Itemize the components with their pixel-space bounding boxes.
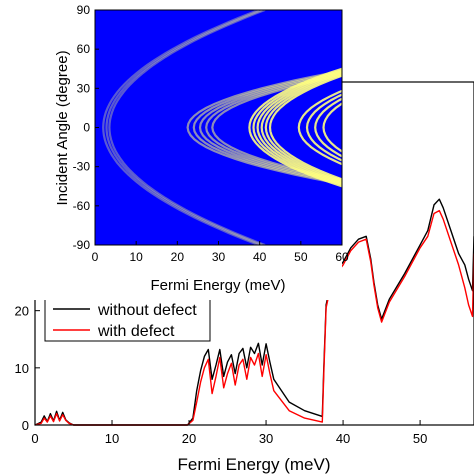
main-y-tick-label: 0 [22,418,29,433]
inset-axis-ticks: 0 10 20 30 40 50 60 -90 -60 -30 0 30 60 90 [73,3,349,264]
inset-band-8 [248,67,342,188]
inset-band-9 [252,68,342,187]
inset-y-tick-label: 30 [77,81,91,95]
legend-label-without-defect: without defect [97,302,197,319]
inset-band-17 [322,102,342,153]
inset-y-tick-label: -60 [73,199,91,213]
inset-x-tick-label: 20 [171,250,185,264]
inset-band-5 [198,72,342,183]
main-x-tick-label: 20 [182,431,196,446]
main-series-lines [34,198,474,426]
inset-band-0 [102,10,260,245]
inset-chart: 0 10 20 30 40 50 60 -90 -60 -30 0 30 60 90 Fermi Ener… [54,3,349,294]
main-x-tick-label: 40 [336,431,350,446]
inset-x-tick-label: 10 [129,250,143,264]
main-legend: without defect with defect [44,296,211,342]
inset-band-4 [192,71,342,184]
inset-y-axis-label: Incident Angle (degree) [54,50,71,205]
inset-band-group [102,10,342,245]
inset-band-6 [205,73,342,182]
inset-y-tick-label: 90 [77,3,91,17]
main-y-tick-label: 20 [15,304,29,319]
inset-x-tick-label: 50 [294,250,308,264]
inset-plot-background [95,10,342,245]
main-x-tick-label: 10 [105,431,119,446]
inset-band-3 [186,69,342,186]
inset-y-tick-label: 0 [83,121,90,135]
inset-y-tick-label: -30 [73,160,91,174]
inset-x-tick-label: 30 [212,250,226,264]
inset-band-2 [108,10,266,245]
inset-x-tick-label: 0 [92,250,99,264]
main-y-tick-label: 10 [15,361,29,376]
legend-box [44,296,211,342]
inset-band-14 [297,89,342,166]
inset-x-tick-label: 40 [253,250,267,264]
inset-x-axis-label: Fermi Energy (meV) [150,277,285,294]
inset-heatmap-bands [102,10,342,245]
inset-band-7 [211,74,342,181]
inset-band-12 [264,73,342,182]
inset-band-10 [256,70,342,185]
main-x-tick-label: 0 [31,431,38,446]
main-x-tick-label: 50 [413,431,427,446]
series-line-with-defect [34,209,474,426]
main-x-tick-label: 30 [259,431,273,446]
inset-y-tick-label: -90 [73,238,91,252]
legend-label-with-defect: with defect [97,323,175,340]
inset-y-tick-label: 60 [77,42,91,56]
inset-band-13 [268,74,342,181]
inset-band-15 [305,93,342,162]
inset-band-16 [314,97,342,158]
inset-band-11 [260,71,342,184]
inset-band-1 [105,10,263,245]
inset-x-tick-label: 60 [335,250,349,264]
main-x-axis-label: Fermi Energy (meV) [177,455,330,474]
